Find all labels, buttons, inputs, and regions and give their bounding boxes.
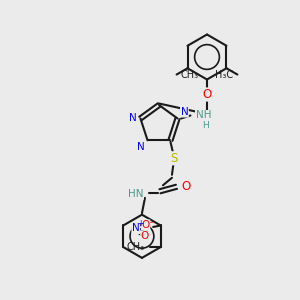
Text: CH₃: CH₃ [181, 70, 199, 80]
Text: O: O [142, 220, 150, 230]
Text: HN: HN [128, 189, 143, 199]
Text: NH: NH [196, 110, 211, 121]
Text: +: + [137, 219, 144, 228]
Text: O: O [182, 180, 191, 193]
Text: N: N [132, 224, 140, 233]
Text: N: N [129, 113, 137, 124]
Text: O: O [141, 231, 149, 241]
Text: CH₃: CH₃ [127, 242, 145, 252]
Text: H: H [202, 122, 209, 130]
Text: O: O [202, 88, 211, 101]
Text: N: N [137, 142, 145, 152]
Text: S: S [170, 152, 177, 165]
Text: H₃C: H₃C [215, 70, 233, 80]
Text: N: N [181, 107, 188, 117]
Text: -: - [149, 218, 152, 227]
